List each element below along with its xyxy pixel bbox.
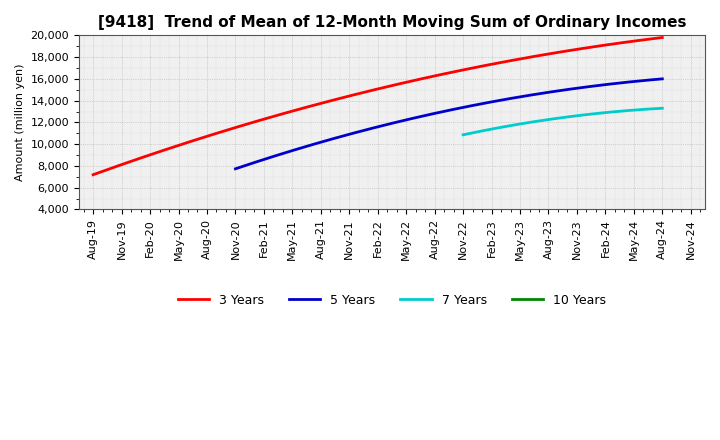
3 Years [644,37,653,42]
7 Years [567,114,575,119]
3 Years [555,49,564,55]
5 Years [231,166,240,172]
5 Years [462,104,471,110]
5 Years [581,84,590,90]
7 Years [622,108,631,114]
7 Years [554,116,562,121]
7 Years [554,115,563,121]
5 Years [485,99,494,105]
Line: 7 Years: 7 Years [463,108,662,135]
Line: 3 Years: 3 Years [93,37,662,175]
5 Years [658,76,667,81]
3 Years [428,74,436,79]
3 Years [658,35,667,40]
5 Years [648,77,657,82]
5 Years [434,110,443,115]
Line: 5 Years: 5 Years [235,79,662,169]
3 Years [397,81,405,86]
Y-axis label: Amount (million yen): Amount (million yen) [15,64,25,181]
5 Years [436,110,445,115]
3 Years [89,172,97,177]
3 Years [363,89,372,94]
7 Years [653,106,662,111]
Legend: 3 Years, 5 Years, 7 Years, 10 Years: 3 Years, 5 Years, 7 Years, 10 Years [173,289,611,312]
7 Years [459,132,467,137]
7 Years [577,113,586,118]
3 Years [359,90,368,95]
Title: [9418]  Trend of Mean of 12-Month Moving Sum of Ordinary Incomes: [9418] Trend of Mean of 12-Month Moving … [98,15,686,30]
7 Years [658,106,667,111]
